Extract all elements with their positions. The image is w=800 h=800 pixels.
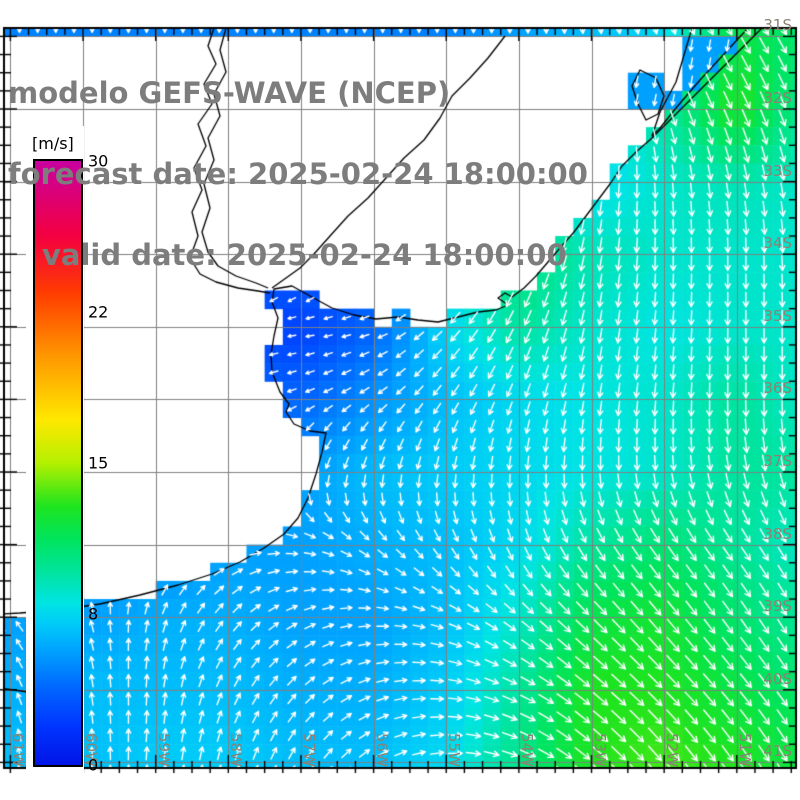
lon-label: 59W <box>154 733 173 767</box>
lon-label: 57W <box>299 733 318 767</box>
colorbar-tick-label: 15 <box>88 453 109 473</box>
lat-label: 38S <box>763 524 792 543</box>
lat-label: 31S <box>763 16 792 35</box>
model-title: modelo GEFS-WAVE (NCEP) <box>8 76 451 110</box>
title-block: modelo GEFS-WAVE (NCEP) forecast date: 2… <box>8 26 588 296</box>
lat-label: 32S <box>763 89 792 107</box>
lon-label: 52W <box>663 733 682 767</box>
colorbar-gradient <box>33 159 83 767</box>
colorbar: [m/s] 30 22 15 8 0 <box>26 126 108 775</box>
lon-label: 58W <box>227 733 246 767</box>
lon-label: 56W <box>372 733 391 767</box>
lat-label: 34S <box>763 234 792 253</box>
lon-label: 61W <box>9 733 28 767</box>
lat-label: 41S <box>763 742 792 761</box>
lat-label: 39S <box>763 597 792 616</box>
lon-label: 55W <box>445 733 464 767</box>
colorbar-tick-label: 0 <box>88 755 99 775</box>
lon-label: 51W <box>735 733 754 767</box>
lon-label: 53W <box>590 733 609 767</box>
colorbar-tick-label: 8 <box>88 604 99 624</box>
colorbar-unit-label: [m/s] <box>32 134 74 153</box>
colorbar-tick-label: 22 <box>88 302 109 322</box>
lat-label: 35S <box>763 306 792 325</box>
lat-label: 36S <box>763 379 792 398</box>
lon-label: 54W <box>517 733 536 767</box>
valid-date: valid date: 2025-02-24 18:00:00 <box>42 238 567 272</box>
lat-label: 37S <box>763 452 792 470</box>
lat-label: 40S <box>763 669 792 688</box>
forecast-date: forecast date: 2025-02-24 18:00:00 <box>8 157 588 191</box>
lat-label: 33S <box>763 161 792 180</box>
colorbar-tick-label: 30 <box>88 151 109 171</box>
